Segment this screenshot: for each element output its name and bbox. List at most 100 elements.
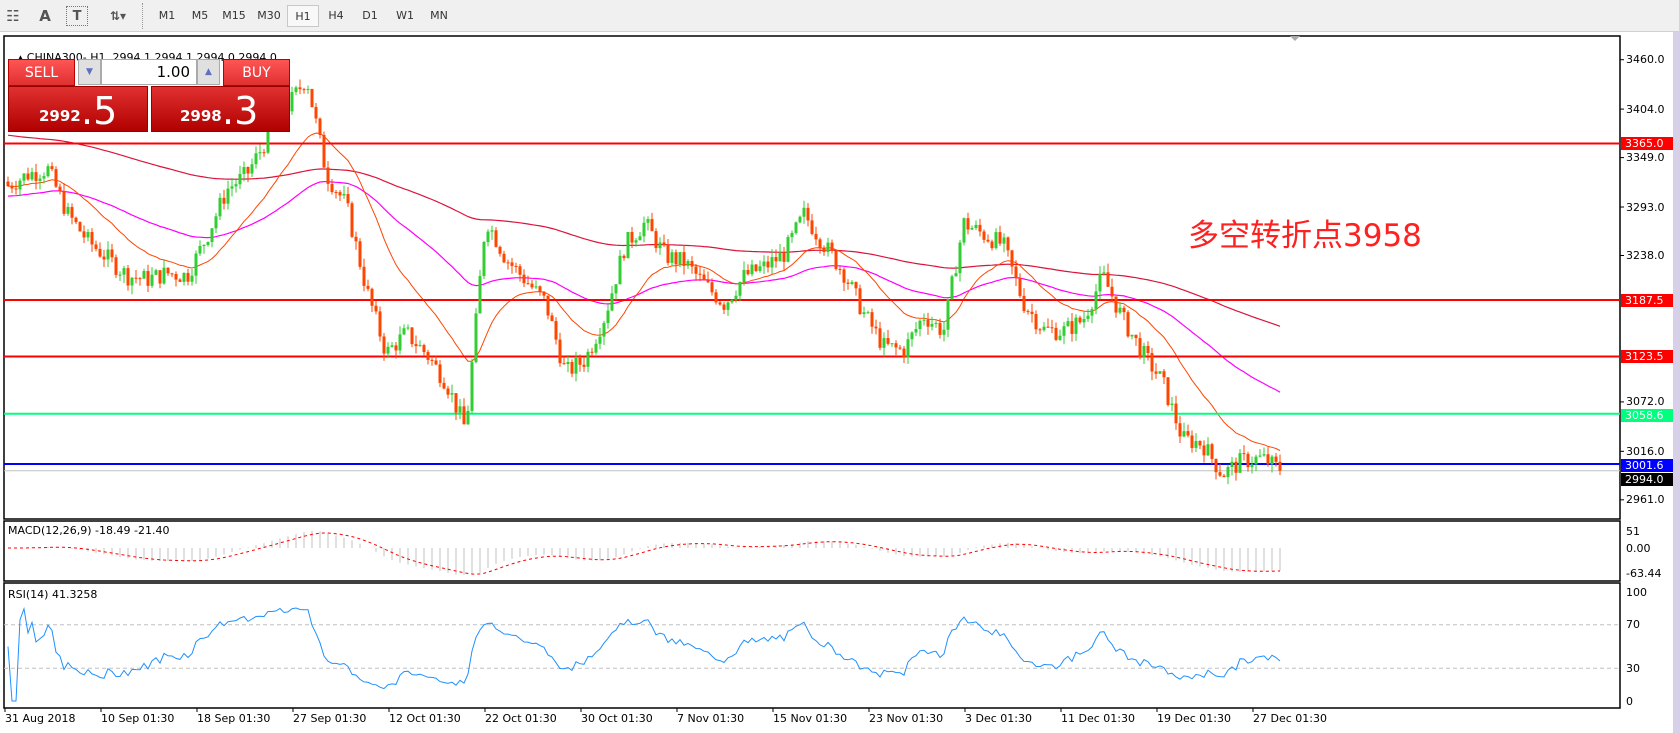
candle-body: [914, 329, 918, 333]
periods-grid-icon[interactable]: ☷: [6, 7, 20, 25]
timeframe-w1[interactable]: W1: [396, 9, 414, 22]
candle-body: [926, 319, 930, 327]
candle-body: [594, 343, 598, 353]
candle-body: [470, 362, 474, 411]
candle-body: [938, 322, 942, 335]
candle-body: [1094, 291, 1098, 310]
candle-body: [966, 218, 970, 230]
candle-body: [306, 89, 310, 91]
candle-body: [702, 274, 706, 281]
candle-body: [382, 336, 386, 354]
candle-body: [1174, 403, 1178, 424]
candle-body: [606, 310, 610, 323]
candle-body: [1082, 318, 1086, 323]
candle-body: [42, 176, 46, 179]
candle-body: [550, 315, 554, 322]
candle-body: [950, 276, 954, 299]
candle-body: [502, 253, 506, 263]
time-tick-label: 3 Dec 01:30: [965, 712, 1032, 725]
candle-body: [158, 270, 162, 284]
text-label-icon[interactable]: T: [66, 6, 88, 26]
candle-body: [646, 219, 650, 223]
candle-body: [354, 236, 358, 242]
candle-body: [554, 321, 558, 340]
candle-body: [1050, 327, 1054, 329]
buy-price-box[interactable]: 2998 .3: [151, 86, 290, 132]
candle-body: [66, 206, 70, 214]
candle-body: [370, 288, 374, 306]
candle-body: [1206, 444, 1210, 456]
sell-price-box[interactable]: 2992 .5: [8, 86, 148, 132]
time-tick-label: 31 Aug 2018: [5, 712, 76, 725]
level-price-label: 3365.0: [1621, 137, 1677, 150]
candle-body: [326, 167, 330, 184]
candle-body: [330, 183, 334, 193]
candle-body: [798, 216, 802, 223]
candle-body: [26, 173, 30, 180]
candle-body: [466, 410, 470, 425]
timeframe-mn[interactable]: MN: [430, 9, 448, 22]
candle-body: [258, 152, 262, 154]
candle-body: [518, 266, 522, 275]
ma-fast-line: [7, 132, 1281, 451]
candle-body: [946, 298, 950, 330]
candle-body: [770, 257, 774, 268]
timeframe-m30[interactable]: M30: [257, 9, 281, 22]
price-tick-label: 2961.0: [1626, 493, 1665, 507]
rsi-tick-label: 30: [1626, 661, 1640, 675]
candle-body: [882, 338, 886, 348]
candle-body: [746, 269, 750, 275]
candle-body: [162, 267, 166, 284]
price-tick-label: 3072.0: [1626, 395, 1665, 409]
candle-body: [1262, 454, 1266, 456]
candle-body: [894, 343, 898, 348]
candle-body: [634, 240, 638, 243]
candle-body: [114, 257, 118, 275]
level-price-label: 3001.6: [1621, 458, 1677, 472]
candle-body: [642, 222, 646, 237]
candle-body: [474, 313, 478, 363]
candle-body: [310, 89, 314, 107]
candle-body: [614, 284, 618, 294]
arrows-icon[interactable]: ⇅▾: [109, 9, 127, 23]
candle-body: [166, 267, 170, 274]
volume-input[interactable]: 1.00: [101, 59, 197, 85]
price-tick-label: 3349.0: [1626, 151, 1665, 165]
timeframe-h4[interactable]: H4: [328, 9, 344, 22]
time-tick-label: 27 Sep 01:30: [293, 712, 367, 725]
candle-body: [898, 347, 902, 349]
candle-body: [814, 233, 818, 240]
sell-button[interactable]: SELL: [8, 59, 75, 86]
candle-body: [846, 282, 850, 284]
candle-body: [1134, 334, 1138, 339]
candle-body: [1014, 266, 1018, 278]
candle-body: [978, 224, 982, 232]
timeframe-m15[interactable]: M15: [222, 9, 246, 22]
timeframe-d1[interactable]: D1: [362, 9, 378, 22]
timeframe-m1[interactable]: M1: [158, 9, 176, 22]
candle-body: [574, 357, 578, 374]
volume-increase-button[interactable]: ▲: [197, 59, 220, 85]
scrollbar[interactable]: [1673, 32, 1679, 733]
candle-body: [638, 236, 642, 241]
candle-body: [298, 87, 302, 90]
candle-body: [1162, 371, 1166, 378]
sell-price-main: 2992: [39, 107, 81, 125]
candle-body: [830, 242, 834, 251]
candle-body: [362, 266, 366, 286]
candle-body: [378, 311, 382, 337]
candle-body: [434, 360, 438, 365]
candle-body: [490, 230, 494, 232]
candle-body: [874, 326, 878, 329]
candle-body: [794, 222, 798, 233]
buy-button[interactable]: BUY: [223, 59, 290, 86]
candle-body: [74, 217, 78, 223]
candle-body: [170, 273, 174, 275]
candle-body: [1058, 335, 1062, 340]
volume-decrease-button[interactable]: ▼: [78, 59, 101, 85]
timeframe-m5[interactable]: M5: [191, 9, 209, 22]
timeframe-h1[interactable]: H1: [287, 5, 319, 27]
candle-body: [918, 320, 922, 330]
candle-body: [190, 275, 194, 282]
text-icon[interactable]: A: [39, 7, 51, 25]
